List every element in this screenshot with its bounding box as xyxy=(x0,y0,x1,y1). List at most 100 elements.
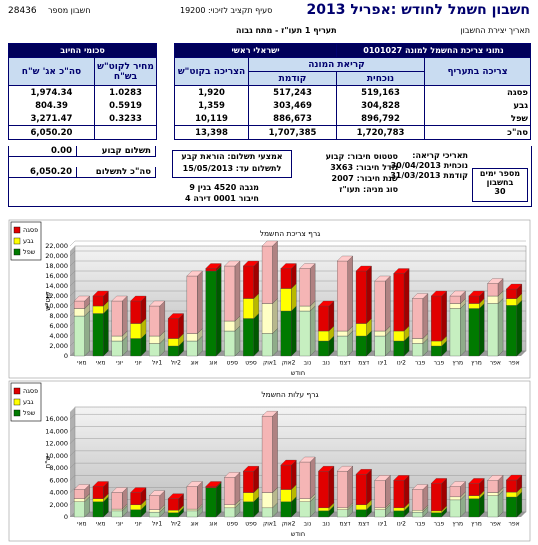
bar-face xyxy=(374,335,386,357)
bar-face xyxy=(186,333,198,342)
bar-top xyxy=(318,466,335,472)
bar-segment xyxy=(393,268,410,332)
bar-side xyxy=(497,298,504,357)
bar-face xyxy=(449,303,461,309)
x-tick-label: 1יול xyxy=(152,521,162,528)
bar-face xyxy=(337,509,348,518)
location-line: מגבה 4520 בנין 9 xyxy=(189,183,259,192)
bar-segment xyxy=(242,313,260,357)
bar-face xyxy=(299,501,311,518)
bar-segment xyxy=(449,481,466,498)
status-line: שנת חיבור: 2007 xyxy=(331,174,398,183)
bar-face xyxy=(243,318,254,357)
bar-face xyxy=(412,511,424,518)
bar-segment xyxy=(393,474,410,509)
grid-line xyxy=(69,260,526,267)
status: סטטוס חיבור: קבוע גודל חיבור: 3X63 שנת ח… xyxy=(326,151,398,195)
bar-side xyxy=(441,478,447,512)
bar-top xyxy=(393,475,410,481)
bar-side xyxy=(272,410,278,493)
cell: 6,050.20 xyxy=(8,125,95,140)
bar-face xyxy=(186,510,198,518)
row-label: פסגה xyxy=(424,85,532,99)
bar-segment xyxy=(336,465,354,509)
bar-face xyxy=(393,273,405,332)
bar-side xyxy=(159,300,165,337)
days: 30 xyxy=(494,187,506,196)
bar-face xyxy=(431,483,442,512)
bar-face xyxy=(449,295,461,304)
y-tick-label: 8,000 xyxy=(49,464,68,472)
bar-face xyxy=(318,305,330,332)
legend-label: גבע xyxy=(23,237,34,245)
cell xyxy=(94,125,157,140)
bar-face xyxy=(374,280,386,332)
x-tick-label: אפר xyxy=(490,521,501,528)
location-line: חיבור 0001 דירה 4 xyxy=(185,194,259,203)
bar-face xyxy=(468,483,480,496)
x-tick-label: דצמ xyxy=(358,521,370,528)
bar-segment xyxy=(318,300,335,332)
legend-swatch xyxy=(13,248,21,256)
x-tick-label: מאי xyxy=(77,521,86,528)
bar-face xyxy=(337,330,348,337)
chart-title: גרף צריכת החשמל xyxy=(260,229,321,238)
y-tick-label: 2,000 xyxy=(49,342,68,350)
x-tick-label: מאי xyxy=(96,521,105,528)
bar-top xyxy=(374,275,391,282)
bar-face xyxy=(111,340,123,357)
bar-face xyxy=(468,303,480,309)
bar-face xyxy=(355,323,367,337)
bar-segment xyxy=(92,308,109,357)
bar-face xyxy=(299,310,311,357)
bar-segment xyxy=(130,295,147,324)
cell: 10,119 xyxy=(173,112,250,126)
cell: 1,920 xyxy=(173,85,250,99)
bar-face xyxy=(186,275,198,334)
bar-segment xyxy=(111,487,128,510)
bar-face xyxy=(186,486,198,510)
bar-face xyxy=(337,507,348,510)
bar-side xyxy=(291,305,297,357)
bar-face xyxy=(280,464,292,490)
bar-side xyxy=(516,300,523,357)
bar-face xyxy=(299,498,311,502)
cell: 517,243 xyxy=(248,85,338,99)
cell: 3,271.47 xyxy=(8,112,95,126)
bar-segment xyxy=(186,481,203,510)
bar-face xyxy=(243,298,254,319)
bar-side xyxy=(347,255,353,332)
bar-segment xyxy=(449,303,466,357)
bar-face xyxy=(73,489,85,499)
bar-face xyxy=(261,333,273,357)
bar-face xyxy=(393,340,405,357)
bar-face xyxy=(468,495,480,499)
bar-segment xyxy=(205,263,222,272)
bar-segment xyxy=(299,456,316,500)
y-tick-label: 10,000 xyxy=(45,452,68,460)
bar-top xyxy=(430,290,448,297)
bar-face xyxy=(92,486,104,499)
bar-segment xyxy=(205,481,222,489)
bar-top xyxy=(205,263,222,269)
y-tick-label: 12,000 xyxy=(45,440,68,448)
bar-face xyxy=(487,480,499,493)
bar-face xyxy=(393,330,405,342)
days-box: מספר ימים בחשבון 30 xyxy=(472,168,528,202)
bar-face xyxy=(487,283,499,297)
chart-frame xyxy=(8,380,531,542)
x-tick-label: נוב xyxy=(304,521,312,528)
bar-segment xyxy=(224,471,241,506)
bar-top xyxy=(336,466,354,472)
bar-segment xyxy=(412,293,429,339)
y-tick-label: 12,000 xyxy=(45,292,68,300)
cell: 0.3233 xyxy=(94,112,157,126)
bar-side xyxy=(234,260,241,322)
fixed: 0.00 xyxy=(51,146,72,156)
bar-face xyxy=(318,507,330,512)
bar-top xyxy=(130,487,147,493)
table-row: שפל 896,792 886,673 10,119 0.3233 3,271.47 xyxy=(8,112,532,126)
bar-face xyxy=(243,471,254,493)
x-tick-label: אוג xyxy=(209,360,217,367)
bar-face xyxy=(73,501,85,518)
